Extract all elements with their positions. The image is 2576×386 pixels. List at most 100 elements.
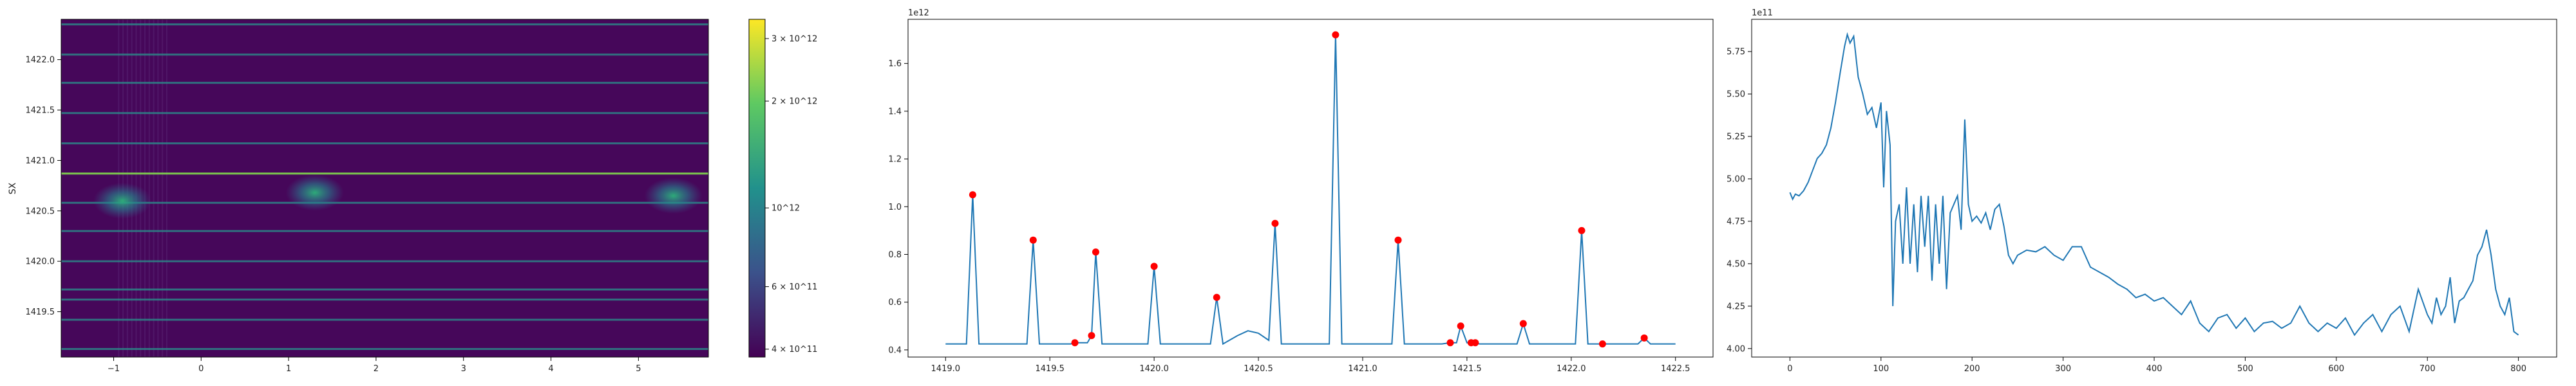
peak-marker (1071, 339, 1079, 347)
signal-x-tick-label: 0 (1787, 364, 1792, 374)
peaks-x-tick-label: 1421.5 (1452, 364, 1482, 374)
peak-marker (1394, 236, 1402, 244)
signal-y-tick-label: 5.75 (1727, 48, 1745, 57)
signal-y-tick-label: 5.25 (1727, 133, 1745, 142)
heatmap-bright-row (61, 347, 708, 350)
signal-scale-label: 1e11 (1752, 8, 1773, 18)
colorbar-tick-label: 2 × 10^12 (772, 97, 817, 107)
heatmap-x-tick-label: 2 (374, 364, 379, 374)
heatmap-x-tick-label: 1 (286, 364, 291, 374)
signal-y-tick-label: 4.00 (1727, 344, 1745, 354)
peak-marker (1446, 339, 1454, 347)
signal-y-tick-label: 4.25 (1727, 302, 1745, 311)
heatmap-x-tick-label: −1 (108, 364, 120, 374)
peaks-plot-area (907, 19, 1714, 358)
heatmap-hot-spots (93, 174, 703, 219)
heatmap-panel: −1 0 1 2 3 4 5 1419.5 1420.0 1420.5 1421.0 1421.5 14… (8, 19, 709, 374)
colorbar-tick-label: 3 × 10^12 (772, 34, 817, 44)
heatmap-frame (61, 19, 709, 358)
heatmap-y-tick-label: 1420.5 (26, 207, 55, 216)
colorbar-tick-label: 4 × 10^11 (772, 345, 817, 354)
heatmap-y-axis-label: SX (8, 182, 18, 194)
peak-marker (1578, 226, 1586, 234)
heatmap-vertical-band (162, 19, 164, 357)
heatmap-vertical-band (166, 19, 167, 357)
signal-y-tick-label: 5.00 (1727, 174, 1745, 184)
peak-marker (1519, 320, 1527, 327)
peaks-x-tick-label: 1420.5 (1244, 364, 1273, 374)
colorbar-ticks: 3 × 10^12 2 × 10^12 10^12 6 × 10^11 4 × 10^1… (765, 34, 817, 354)
peak-marker (1271, 219, 1279, 227)
heatmap-bright-row (61, 288, 708, 291)
peaks-x-tick-label: 1419.5 (1035, 364, 1065, 374)
colorbar-tick-label: 6 × 10^11 (772, 282, 817, 292)
signal-y-tick-label: 5.50 (1727, 90, 1745, 100)
signal-x-tick-label: 500 (2237, 364, 2253, 374)
signal-x-tick-label: 400 (2146, 364, 2163, 374)
peaks-x-tick-label: 1422.0 (1557, 364, 1586, 374)
peak-marker (969, 191, 976, 199)
heatmap-x-tick-label: 0 (198, 364, 204, 374)
colorbar: 3 × 10^12 2 × 10^12 10^12 6 × 10^11 4 × 10^1… (748, 19, 817, 358)
peak-marker (1332, 31, 1340, 39)
peaks-y-tick-label: 1.6 (888, 59, 902, 69)
heatmap-bright-row (61, 172, 708, 175)
heatmap-y-tick-label: 1421.5 (26, 106, 55, 116)
signal-x-tick-label: 600 (2328, 364, 2344, 374)
signal-x-tick-label: 100 (1873, 364, 1889, 374)
peak-marker (1150, 262, 1158, 270)
heatmap-x-tick-label: 5 (636, 364, 641, 374)
signal-y-tick-label: 4.50 (1727, 259, 1745, 269)
heatmap-bright-row (61, 260, 708, 262)
peak-marker (1640, 334, 1648, 342)
peak-marker (1088, 332, 1095, 340)
peaks-y-tick-label: 1.4 (888, 107, 902, 116)
peaks-x-tick-label: 1421.0 (1348, 364, 1378, 374)
heatmap-y-tick-label: 1422.0 (26, 55, 55, 65)
signal-plot-area (1751, 19, 2557, 358)
heatmap-vertical-band (153, 19, 155, 357)
heatmap-x-tick-label: 4 (548, 364, 553, 374)
heatmap-background (61, 19, 708, 357)
heatmap-bright-row (61, 142, 708, 145)
peak-marker (1457, 322, 1464, 330)
heatmap-bright-row (61, 112, 708, 115)
colorbar-gradient (748, 19, 766, 358)
peak-marker (1472, 339, 1479, 347)
heatmap-bright-row (61, 299, 708, 301)
signal-x-tick-label: 800 (2510, 364, 2526, 374)
heatmap-y-tick-label: 1419.5 (26, 308, 55, 317)
heatmap-y-tick-label: 1420.0 (26, 257, 55, 267)
heatmap-bright-row (61, 201, 708, 204)
heatmap-bright-row (61, 53, 708, 56)
signal-y-tick-label: 4.75 (1727, 217, 1745, 226)
heatmap-bright-rows (61, 23, 708, 350)
peaks-x-tick-label: 1422.5 (1661, 364, 1690, 374)
colorbar-tick-label: 10^12 (772, 204, 800, 214)
peaks-y-tick-label: 0.4 (888, 345, 902, 355)
peak-marker (1598, 340, 1606, 348)
peak-marker (1092, 248, 1099, 256)
peaks-axes: 1419.0 1419.5 1420.0 1420.5 1421.0 1421.5 1422… (888, 59, 1690, 374)
signal-x-tick-label: 700 (2420, 364, 2436, 374)
peaks-y-tick-label: 1.0 (888, 203, 902, 212)
peaks-y-tick-label: 0.6 (888, 298, 902, 308)
heatmap-vertical-band (157, 19, 159, 357)
peak-marker (1029, 236, 1037, 244)
heatmap-hot-spot (644, 178, 703, 214)
peaks-scale-label: 1e12 (908, 8, 929, 18)
heatmap-bright-row (61, 230, 708, 232)
heatmap-x-tick-label: 3 (461, 364, 466, 374)
heatmap-vertical-band (144, 19, 146, 357)
heatmap-y-tick-label: 1421.0 (26, 156, 55, 166)
signal-x-tick-label: 200 (1964, 364, 1980, 374)
heatmap-hot-spot (93, 183, 152, 219)
signal-x-tick-label: 300 (2055, 364, 2071, 374)
heatmap-bright-row (61, 82, 708, 84)
peaks-y-tick-label: 0.8 (888, 250, 902, 260)
heatmap-axes: −1 0 1 2 3 4 5 1419.5 1420.0 1420.5 1421.0 1421.5 14… (26, 55, 641, 374)
peaks-x-tick-label: 1420.0 (1139, 364, 1169, 374)
heatmap-bright-row (61, 318, 708, 321)
heatmap-bright-row (61, 23, 708, 26)
